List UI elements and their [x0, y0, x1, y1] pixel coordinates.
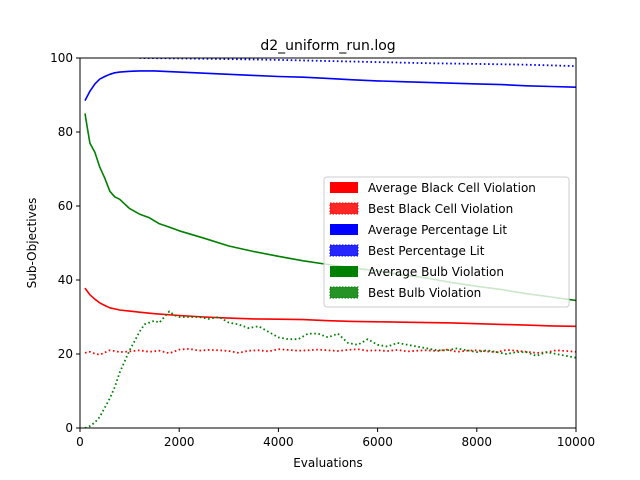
x-axis-label: Evaluations — [293, 456, 363, 470]
y-axis: 0 20 40 60 80 100 — [50, 51, 80, 435]
legend: Average Black Cell Violation Best Black C… — [323, 176, 570, 308]
y-tick-label: 100 — [50, 51, 73, 65]
legend-swatch — [330, 224, 358, 235]
legend-label: Average Percentage Lit — [368, 223, 507, 237]
legend-label: Average Black Cell Violation — [368, 181, 536, 195]
x-tick-label: 0 — [76, 435, 84, 449]
y-axis-label: Sub-Objectives — [25, 198, 39, 289]
legend-swatch — [329, 202, 359, 215]
legend-swatch — [330, 266, 358, 277]
series-line-best-black-cell-violation — [84, 347, 576, 356]
series-line-best-percentage-lit — [139, 58, 576, 67]
x-tick-label: 8000 — [462, 435, 493, 449]
x-tick-label: 2000 — [164, 435, 195, 449]
series-layer — [84, 58, 576, 428]
x-tick-label: 4000 — [263, 435, 294, 449]
y-tick-label: 80 — [58, 125, 73, 139]
legend-swatch — [329, 286, 359, 299]
x-axis: 0 2000 4000 6000 8000 10000 — [76, 428, 595, 449]
x-tick-label: 6000 — [362, 435, 393, 449]
series-line-average-percentage-lit — [84, 70, 576, 101]
y-tick-label: 60 — [58, 199, 73, 213]
y-tick-label: 20 — [58, 347, 73, 361]
series-line-best-bulb-violation — [84, 310, 576, 428]
legend-swatch — [330, 182, 358, 193]
series-line-average-black-cell-violation — [84, 287, 576, 328]
y-tick-label: 0 — [65, 421, 73, 435]
legend-label: Best Black Cell Violation — [368, 202, 513, 216]
plot-frame — [79, 57, 577, 429]
legend-label: Best Percentage Lit — [368, 244, 485, 258]
legend-label: Average Bulb Violation — [368, 265, 504, 279]
y-tick-label: 40 — [58, 273, 73, 287]
legend-box — [323, 176, 570, 308]
chart-title: d2_uniform_run.log — [260, 38, 395, 54]
legend-label: Best Bulb Violation — [368, 286, 481, 300]
legend-swatch — [329, 244, 359, 257]
x-tick-label: 10000 — [557, 435, 595, 449]
